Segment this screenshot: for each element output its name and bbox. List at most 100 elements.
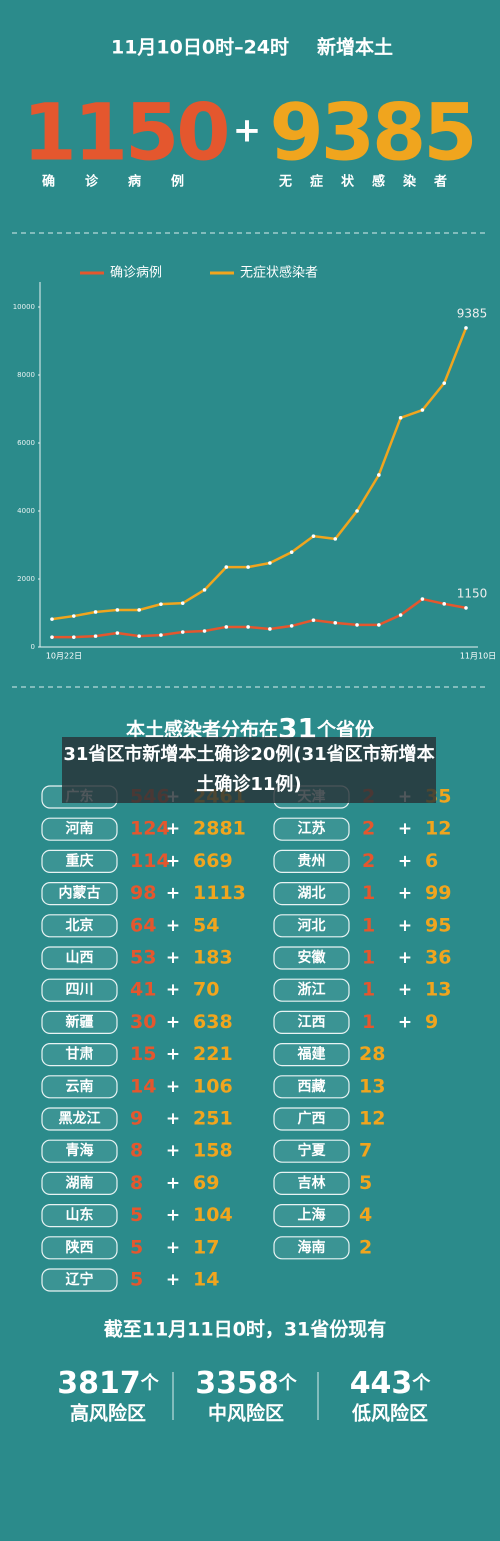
y-tick-label: 4000 [17,507,35,515]
asymptomatic-count: 7 [359,1140,372,1162]
province-pill [273,1171,350,1196]
data-point [137,634,141,638]
data-point [71,635,76,639]
province: 辽宁 [66,1271,94,1288]
plus: + [166,851,180,871]
data-point [464,606,468,610]
province-pill [41,1042,118,1067]
province: 云南 [66,1078,94,1095]
data-point [420,597,425,601]
province-pill [41,1107,118,1131]
confirmed-count: 41 [130,979,156,1001]
province: 安徽 [298,949,327,966]
confirmed-label: 确诊病例 [42,174,214,190]
end-label: 1150 [457,586,488,600]
province-pill [41,1203,118,1228]
province: 山东 [66,1207,94,1224]
risk-label: 高风险区 [70,1402,146,1425]
data-point [355,623,359,627]
data-point [93,634,98,638]
plus: + [398,916,412,936]
province: 福建 [297,1046,326,1063]
title-suffix: 个省份 [316,718,375,741]
province-pill [273,1203,350,1228]
confirmed-count: 8 [130,1140,143,1162]
data-point [246,565,250,569]
province: 四川 [66,982,94,998]
province-pill [41,817,118,841]
province: 北京 [66,917,94,934]
data-point [202,629,207,633]
province-pill [41,946,118,970]
confirmed-count: 1 [362,882,375,904]
province: 江苏 [298,820,326,837]
confirmed-count: 1 [362,979,375,1001]
province-pill [273,1236,350,1260]
asymptomatic-count: 2 [359,1236,372,1258]
province-pill [273,1107,350,1131]
plus: + [398,819,412,839]
confirmed-count: 1 [362,1011,375,1033]
province: 河南 [66,820,94,837]
asymptomatic-count: 4 [359,1204,372,1226]
data-point [115,631,120,635]
y-tick-label: 2000 [17,575,35,583]
data-point [333,537,338,541]
province: 广西 [298,1110,326,1127]
province: 吉林 [298,1174,326,1191]
plus: + [166,1012,180,1032]
plus: + [166,1077,180,1097]
confirmed-count: 53 [130,947,156,969]
banner: 31省区市新增本土确诊20例(31省区市新增本土确诊11例) [62,737,436,803]
confirmed-count: 15 [130,1043,156,1065]
series-line [51,327,468,621]
risk-count: 443个 [350,1366,432,1401]
plus: + [166,1270,180,1290]
confirmed-count: 5 [130,1236,143,1258]
asymptomatic-count: 106 [193,1075,233,1097]
data-point [355,509,359,513]
province-pill [41,1268,118,1292]
legend-label: 无症状感染者 [240,265,318,281]
plus: + [398,948,412,968]
data-point [159,633,163,637]
risk-unit: 个 [140,1372,160,1394]
risk-number: 3358 [195,1366,279,1401]
title-prefix: 本土感染者分布在 [126,718,278,741]
asymptomatic-count: 14 [193,1269,219,1291]
confirmed-count: 2 [362,818,375,840]
province-pill [41,1236,118,1260]
data-point [246,625,250,629]
confirmed-count: 124 [130,818,170,840]
asymptomatic-count: 221 [193,1043,233,1065]
asymptomatic-count: 17 [193,1236,219,1258]
plus: + [398,1012,412,1032]
plus: + [398,851,412,871]
data-point [180,630,185,634]
province: 江西 [298,1013,326,1030]
province: 内蒙古 [59,885,101,902]
plus: + [166,1173,180,1193]
footer-title: 截至11月11日0时，31省份现有 [104,1318,387,1341]
plus: + [166,1238,180,1258]
province: 海南 [298,1239,326,1256]
province-pill [41,1010,118,1035]
province: 贵州 [298,852,326,869]
asymptomatic-count: 9 [425,1011,438,1033]
asymptomatic-total: 9385 [269,88,474,178]
plus: + [398,980,412,1000]
province: 山西 [66,950,94,966]
asymptomatic-count: 13 [425,979,451,1001]
asymptomatic-count: 638 [193,1011,233,1033]
asymptomatic-count: 28 [359,1043,385,1065]
plus: + [398,884,412,904]
data-point [333,621,338,625]
data-point [71,614,76,618]
data-point [268,561,272,565]
province: 宁夏 [298,1142,327,1159]
province-pill [273,1042,350,1067]
asymptomatic-count: 6 [425,850,438,872]
y-tick-label: 10000 [13,303,35,311]
plus: + [166,916,180,936]
